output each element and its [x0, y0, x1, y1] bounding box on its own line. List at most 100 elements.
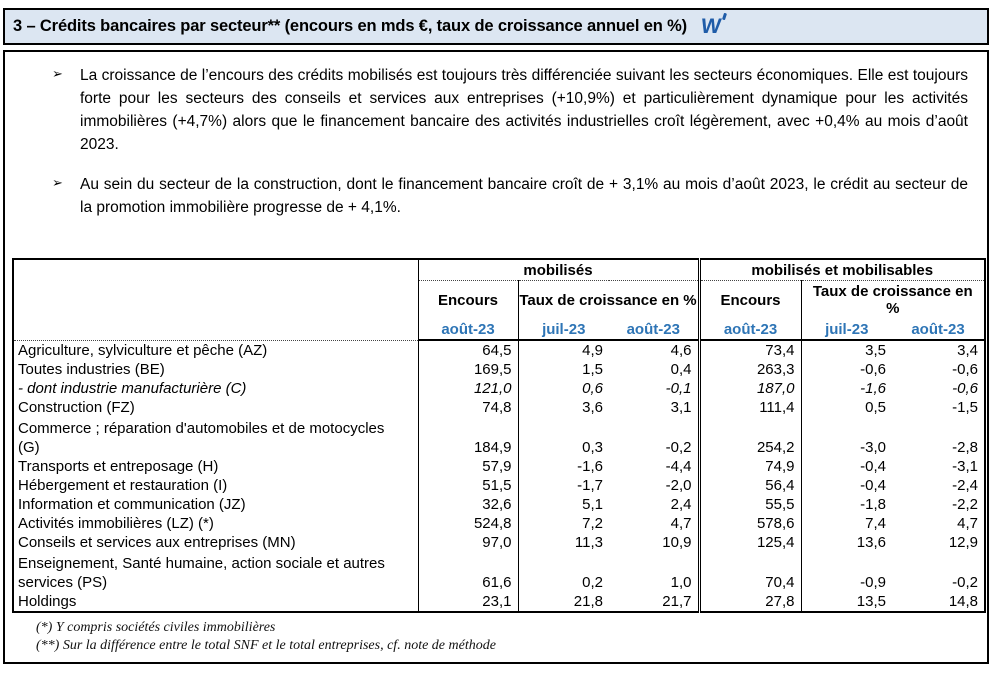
arrow-bullet-icon: ➢ — [52, 176, 63, 191]
bullet-text: Au sein du secteur de la construction, d… — [80, 176, 968, 216]
value-cell: 263,3 — [697, 360, 802, 379]
value-cell: -2,2 — [952, 496, 979, 513]
sector-row: Hébergement et restauration (I) 51,5 -1,… — [13, 476, 985, 495]
value-cell: -0,6 — [860, 361, 886, 378]
value-cell: -0,6 — [952, 361, 979, 378]
value-cell: 11,3 — [574, 534, 603, 551]
value-cell: 64,5 — [418, 340, 519, 360]
value-cell: 4,9 — [582, 342, 603, 359]
value-cell: 3,6 — [582, 399, 603, 416]
value-cell: -3,0 — [860, 439, 886, 456]
value-cell: 7,4 — [865, 515, 886, 532]
value-cell: 51,5 — [418, 476, 519, 495]
value-cell: 57,9 — [418, 457, 519, 476]
value-cell: 187,0 — [697, 379, 802, 398]
value-cell: -3,1 — [952, 458, 979, 475]
sector-label: - dont industrie manufacturière (C) — [13, 379, 419, 398]
sector-label: Enseignement, Santé humaine, action soci… — [13, 552, 419, 592]
value-cell: 13,5 — [856, 593, 886, 610]
value-cell: 0,6 — [582, 380, 603, 397]
value-cell: 21,8 — [573, 593, 603, 610]
sector-row: Activités immobilières (LZ) (*) 524,8 7,… — [13, 514, 985, 533]
value-cell: -1,6 — [577, 458, 603, 475]
sector-row: Toutes industries (BE) 169,5 1,5 0,4 263… — [13, 360, 985, 379]
value-cell: 578,6 — [697, 514, 802, 533]
value-cell: -0,9 — [860, 574, 886, 591]
section-title: 3 – Crédits bancaires par secteur** (enc… — [13, 17, 687, 35]
sector-row: Commerce ; réparation d'automobiles et d… — [13, 417, 985, 457]
sector-row: Conseils et services aux entreprises (MN… — [13, 533, 985, 552]
value-cell: 14,8 — [948, 593, 979, 610]
sector-row: Construction (FZ) 74,8 3,6 3,1 111,4 0,5… — [13, 398, 985, 417]
group-header-mobilises: mobilisés — [418, 259, 699, 281]
value-cell: 125,4 — [697, 533, 802, 552]
value-cell: 4,6 — [670, 342, 692, 359]
value-cell: 74,9 — [697, 457, 802, 476]
column-header-taux-label: Taux de croissance en % — [812, 283, 973, 317]
footnotes: (*) Y compris sociétés civiles immobiliè… — [36, 619, 496, 655]
value-cell: 111,4 — [697, 398, 802, 417]
summary-bullets: ➢ La croissance de l’encours des crédits… — [52, 64, 968, 236]
value-cell: -2,0 — [665, 477, 692, 494]
value-cell: 184,9 — [418, 417, 519, 457]
webstat-logo: W — [699, 12, 727, 38]
value-cell: -1,8 — [860, 496, 886, 513]
value-cell: 3,4 — [957, 342, 979, 359]
group-header-row: mobilisés mobilisés et mobilisables — [13, 259, 986, 341]
value-cell: 1,0 — [670, 574, 692, 591]
value-cell: 73,4 — [697, 340, 802, 360]
section-title-bar: 3 – Crédits bancaires par secteur** (enc… — [3, 8, 989, 45]
sector-row: Transports et entreposage (H) 57,9 -1,6 … — [13, 457, 985, 476]
subheader-row: Encours Taux de croissance en % Encours … — [13, 280, 985, 320]
sector-label: Toutes industries (BE) — [13, 360, 419, 379]
credits-table: mobilisés mobilisés et mobilisables Enco… — [12, 258, 987, 613]
bullet-item: ➢ La croissance de l’encours des crédits… — [52, 64, 968, 156]
sector-row: Enseignement, Santé humaine, action soci… — [13, 552, 985, 592]
sector-row: Agriculture, sylviculture et pêche (AZ) … — [13, 340, 985, 360]
column-header-taux: Taux de croissance en % — [518, 281, 699, 320]
group-header-mobilises-et-mobilisables: mobilisés et mobilisables — [697, 259, 986, 281]
value-cell: 0,3 — [582, 439, 603, 456]
date-header: août-23 — [418, 319, 519, 341]
sector-label: Conseils et services aux entreprises (MN… — [13, 533, 419, 552]
date-header: août-23 — [892, 319, 986, 341]
value-cell: 74,8 — [418, 398, 519, 417]
value-cell: 12,9 — [948, 534, 979, 551]
sector-row: Information et communication (JZ) 32,6 5… — [13, 495, 985, 514]
date-header: juil-23 — [801, 319, 892, 341]
sector-label: Activités immobilières (LZ) (*) — [13, 514, 419, 533]
value-cell: 70,4 — [697, 552, 802, 592]
date-header: août-23 — [697, 319, 802, 341]
value-cell: -1,7 — [577, 477, 603, 494]
value-cell: 3,5 — [865, 342, 886, 359]
value-cell: -1,5 — [952, 399, 979, 416]
footnote: (*) Y compris sociétés civiles immobiliè… — [36, 620, 276, 635]
value-cell: -0,2 — [665, 439, 692, 456]
sector-label: Agriculture, sylviculture et pêche (AZ) — [13, 340, 419, 360]
sector-label: Information et communication (JZ) — [13, 495, 419, 514]
value-cell: 254,2 — [697, 417, 802, 457]
value-cell: -0,6 — [952, 380, 979, 397]
sector-label: Holdings — [13, 592, 419, 612]
value-cell: 55,5 — [697, 495, 802, 514]
sector-label: Commerce ; réparation d'automobiles et d… — [13, 417, 419, 457]
value-cell: -0,4 — [860, 477, 886, 494]
date-header: juil-23 — [518, 319, 609, 341]
value-cell: -0,4 — [860, 458, 886, 475]
value-cell: 97,0 — [418, 533, 519, 552]
logo-letter: W — [699, 15, 723, 38]
date-header: août-23 — [609, 319, 699, 341]
value-cell: 23,1 — [418, 592, 519, 612]
value-cell: 32,6 — [418, 495, 519, 514]
value-cell: 61,6 — [418, 552, 519, 592]
value-cell: 56,4 — [697, 476, 802, 495]
value-cell: 1,5 — [582, 361, 603, 378]
value-cell: 27,8 — [697, 592, 802, 612]
value-cell: -1,6 — [860, 380, 886, 397]
value-cell: 13,6 — [856, 534, 886, 551]
value-cell: -0,1 — [665, 380, 692, 397]
value-cell: 524,8 — [418, 514, 519, 533]
value-cell: 0,2 — [582, 574, 603, 591]
value-cell: 4,7 — [670, 515, 692, 532]
